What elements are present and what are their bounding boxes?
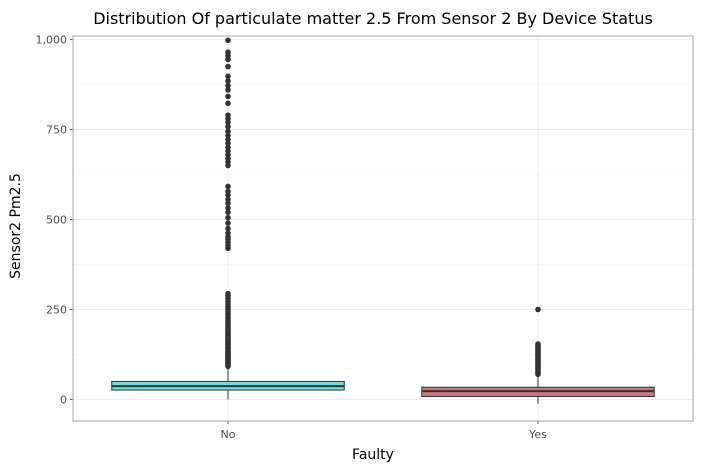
panel-border	[72, 35, 694, 422]
outlier-point	[225, 63, 231, 70]
y-tick-label: 250	[46, 303, 67, 316]
y-tick-label: 500	[46, 214, 67, 227]
outlier-point	[225, 123, 231, 130]
outlier-point	[225, 225, 231, 232]
y-tick-label: 1,000	[36, 34, 68, 47]
grid-layer	[73, 36, 693, 421]
outlier-point	[225, 200, 231, 207]
outlier-point	[225, 87, 231, 93]
outlier-point	[225, 196, 231, 203]
y-axis-label: Sensor2 Pm2.5	[8, 173, 24, 279]
x-tick-label: Yes	[528, 428, 547, 441]
outlier-point	[225, 37, 231, 44]
outlier-point	[225, 230, 231, 236]
outlier-point	[225, 144, 231, 151]
axis-layer: 0 250 500 750 1,000 No Yes	[36, 34, 694, 441]
outlier-point	[225, 93, 231, 100]
outlier-point	[225, 73, 231, 80]
outlier-point	[535, 306, 541, 313]
y-tick-label: 0	[60, 393, 67, 406]
outlier-point	[225, 214, 231, 221]
outlier-point	[225, 128, 231, 135]
outlier-point	[225, 209, 231, 216]
outlier-point	[225, 136, 231, 143]
outlier-layer	[225, 37, 541, 378]
chart-title: Distribution Of particulate matter 2.5 F…	[93, 9, 653, 28]
y-tick-label: 750	[46, 124, 67, 137]
outlier-point	[225, 112, 231, 118]
x-tick-label: No	[221, 428, 236, 441]
outlier-point	[225, 100, 231, 107]
x-axis-label: Faulty	[352, 447, 394, 463]
box-layer	[111, 367, 655, 404]
outlier-point	[225, 132, 231, 139]
outlier-point	[225, 78, 231, 84]
outlier-point	[225, 205, 231, 211]
outlier-point	[225, 220, 231, 226]
outlier-point	[225, 49, 231, 55]
outlier-point	[225, 82, 231, 89]
outlier-point	[535, 341, 541, 347]
outlier-point	[225, 290, 231, 297]
outlier-point	[225, 188, 231, 195]
outlier-point	[225, 183, 231, 190]
